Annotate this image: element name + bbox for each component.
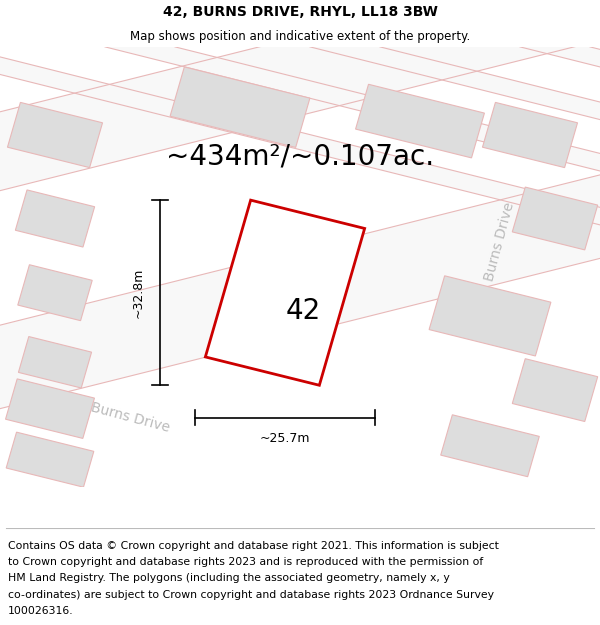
Polygon shape xyxy=(310,47,600,488)
Text: 100026316.: 100026316. xyxy=(8,606,73,616)
Polygon shape xyxy=(105,47,600,488)
Text: ~434m²/~0.107ac.: ~434m²/~0.107ac. xyxy=(166,142,434,171)
Polygon shape xyxy=(205,200,365,385)
Text: co-ordinates) are subject to Crown copyright and database rights 2023 Ordnance S: co-ordinates) are subject to Crown copyr… xyxy=(8,589,494,599)
Text: ~25.7m: ~25.7m xyxy=(260,432,310,444)
Text: Map shows position and indicative extent of the property.: Map shows position and indicative extent… xyxy=(130,30,470,43)
Polygon shape xyxy=(482,102,578,168)
Polygon shape xyxy=(18,265,92,321)
Polygon shape xyxy=(441,415,539,477)
Polygon shape xyxy=(7,102,103,168)
Text: to Crown copyright and database rights 2023 and is reproduced with the permissio: to Crown copyright and database rights 2… xyxy=(8,557,483,567)
Polygon shape xyxy=(512,187,598,250)
Polygon shape xyxy=(16,190,95,247)
Text: Burns Drive: Burns Drive xyxy=(483,201,517,282)
Polygon shape xyxy=(356,84,484,158)
Text: HM Land Registry. The polygons (including the associated geometry, namely x, y: HM Land Registry. The polygons (includin… xyxy=(8,573,449,583)
Polygon shape xyxy=(5,379,94,438)
Text: ~32.8m: ~32.8m xyxy=(131,268,145,318)
Polygon shape xyxy=(0,175,600,409)
Polygon shape xyxy=(0,0,600,191)
Polygon shape xyxy=(6,432,94,488)
Polygon shape xyxy=(429,276,551,356)
Text: 42, BURNS DRIVE, RHYL, LL18 3BW: 42, BURNS DRIVE, RHYL, LL18 3BW xyxy=(163,5,437,19)
Text: Burns Drive: Burns Drive xyxy=(89,401,171,435)
Polygon shape xyxy=(512,359,598,421)
Polygon shape xyxy=(19,336,92,388)
Text: Contains OS data © Crown copyright and database right 2021. This information is : Contains OS data © Crown copyright and d… xyxy=(8,541,499,551)
Polygon shape xyxy=(170,67,310,148)
Polygon shape xyxy=(520,47,600,488)
Text: 42: 42 xyxy=(286,298,320,325)
Polygon shape xyxy=(0,47,600,488)
